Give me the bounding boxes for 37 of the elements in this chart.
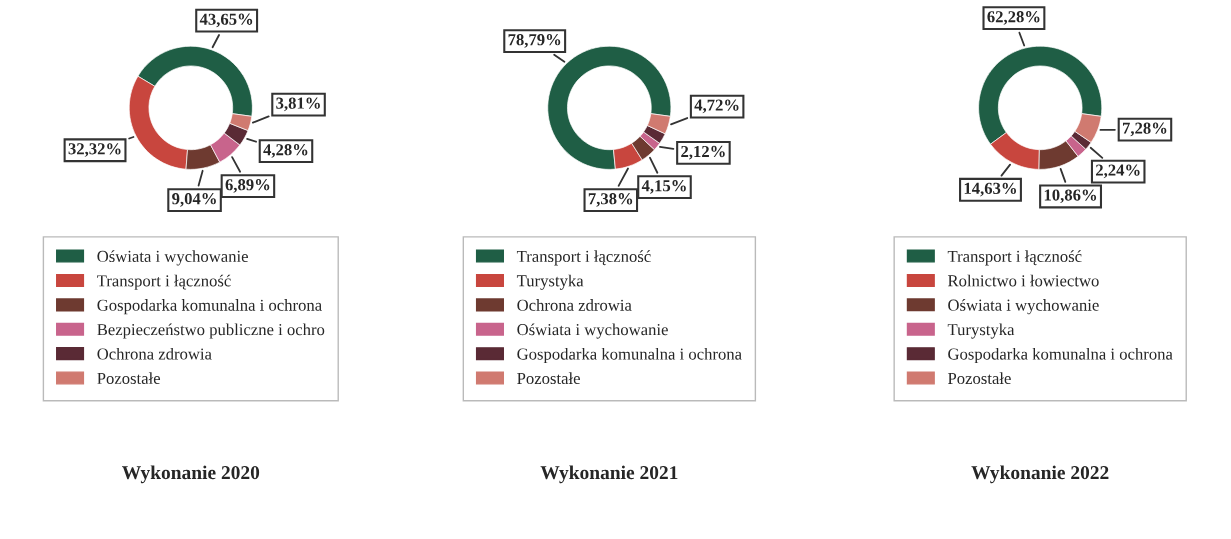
data-label: 14,63% — [964, 182, 1017, 197]
legend-label: Turystyka — [947, 323, 1015, 339]
legend-label: Ochrona zdrowia — [97, 347, 212, 360]
legend-label: Gospodarka komunalna i ochrona — [948, 347, 1173, 364]
legend-label: Gospodarka komunalna i ochrona — [97, 299, 322, 315]
data-label: 2,12% — [681, 145, 725, 160]
data-label: 4,15% — [641, 180, 686, 194]
legend-label: Transport i łączność — [516, 250, 651, 266]
data-label: 2,24% — [1095, 164, 1140, 179]
legend-label: Gospodarka komunalna i ochrona — [517, 347, 742, 364]
legend-label: Transport i łączność — [947, 250, 1082, 266]
legend-label: Transport i łączność — [97, 274, 231, 290]
data-label: 6,89% — [225, 179, 270, 193]
legend-label: Oświata i wychowanie — [517, 323, 668, 339]
legend-label: Bezpieczeństwo publiczne i ochro — [97, 323, 325, 339]
text: Wykonanie 2021 — [540, 465, 678, 484]
data-label: 78,79% — [508, 34, 561, 48]
legend-label: Ochrona zdrowia — [517, 299, 632, 311]
data-label: 3,81% — [276, 97, 320, 112]
legend-label: Rolnictwo i łowiectwo — [947, 274, 1099, 287]
legend-label: Pozostałe — [517, 372, 580, 385]
data-label: 4,72% — [694, 99, 739, 114]
text: Wykonanie 2022 — [971, 465, 1109, 484]
legend-label: Turystyka — [516, 274, 584, 290]
data-label: 10,86% — [1044, 189, 1097, 204]
text: Wykonanie 2020 — [122, 465, 260, 484]
data-label: 7,38% — [588, 193, 633, 207]
legend-label: Oświata i wychowanie — [97, 250, 248, 266]
data-label: 43,65% — [199, 13, 253, 28]
legend-label: Pozostałe — [97, 372, 161, 384]
data-label: 4,28% — [263, 144, 308, 158]
data-label: 32,32% — [68, 143, 121, 157]
legend-label: Pozostałe — [947, 372, 1011, 385]
data-label: 62,28% — [987, 11, 1040, 25]
legend-label: Oświata i wychowanie — [948, 299, 1099, 315]
data-label: 9,04% — [172, 193, 216, 207]
data-label: 7,28% — [1122, 122, 1167, 137]
